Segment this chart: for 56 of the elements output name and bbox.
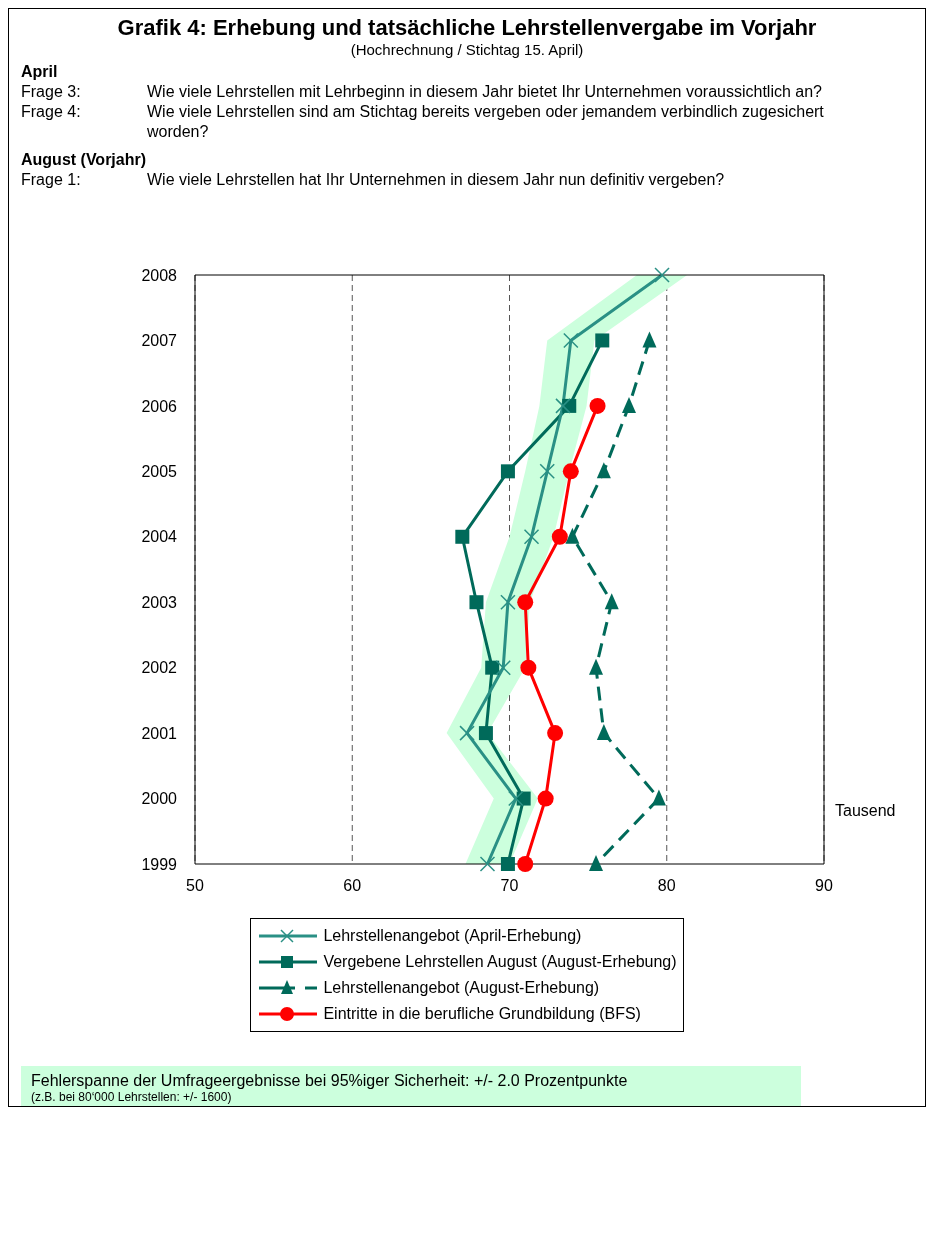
chart-title: Grafik 4: Erhebung und tatsächliche Lehrstellenvergabe im Vorjahr [116, 15, 818, 41]
point [589, 397, 606, 414]
point [604, 593, 619, 610]
y-tick-label: 1999 [141, 855, 178, 873]
point [588, 855, 603, 871]
point [485, 660, 500, 675]
point [520, 659, 537, 676]
point [565, 527, 580, 544]
legend-label: Vergebene Lehrstellen August (August-Erhebung) [323, 953, 677, 971]
x-axis-title: Tausend [835, 802, 896, 820]
text: Fehlerspanne der Umfrageergebnisse bei 95%iger Sicherheit: +/- 2.0 Prozentpunkte [31, 1072, 629, 1090]
y-tick-label: 2001 [141, 724, 178, 742]
x-tick-label: 80 [657, 877, 676, 895]
x-tick-label: 60 [343, 877, 362, 895]
point [537, 790, 554, 807]
y-tick-label: 2005 [141, 463, 178, 481]
point [517, 594, 534, 611]
x-tick-label: 70 [500, 877, 519, 895]
text: April [21, 62, 59, 82]
chart-subtitle: (Hochrechnung / Stichtag 15. April) [349, 41, 585, 58]
point [517, 856, 534, 872]
legend-label: Lehrstellenangebot (August-Erhebung) [323, 979, 600, 997]
text: August (Vorjahr) [21, 150, 148, 170]
text: Wie viele Lehrstellen hat Ihr Unternehmen in diesem Jahr nun definitiv vergeben? [147, 170, 726, 190]
point [651, 789, 666, 806]
point [469, 595, 484, 610]
x-tick-label: 90 [815, 877, 833, 895]
y-tick-label: 2008 [141, 266, 178, 284]
text: Frage 3: [21, 82, 82, 102]
y-tick-label: 2002 [141, 659, 178, 677]
y-tick-label: 2003 [141, 593, 178, 611]
point [595, 333, 610, 348]
y-tick-label: 2004 [141, 528, 178, 546]
y-tick-label: 2007 [141, 332, 178, 350]
y-tick-label: 2006 [141, 397, 178, 415]
y-tick-label: 2000 [141, 790, 178, 808]
text: Wie viele Lehrstellen mit Lehrbeginn in diesem Jahr bietet Ihr Unternehmen voraussichtlich an? [147, 82, 823, 102]
point [596, 724, 611, 741]
x-tick-label: 50 [186, 877, 204, 895]
text: Wie viele Lehrstellen sind am Stichtag bereits vergeben oder jemandem verbindlich zugesichert worden? [147, 102, 825, 142]
point [478, 726, 493, 741]
point [500, 857, 515, 871]
point [500, 464, 515, 479]
point [551, 528, 568, 545]
legend-label: Lehrstellenangebot (April-Erhebung) [323, 927, 582, 945]
point [547, 725, 564, 742]
legend-label: Eintritte in die berufliche Grundbildung (BFS) [323, 1005, 641, 1023]
point [596, 462, 611, 479]
text: Frage 1: [21, 170, 82, 190]
text: (z.B. bei 80‘000 Lehrstellen: +/- 1600) [31, 1090, 233, 1104]
point [455, 529, 470, 544]
point [642, 331, 657, 348]
point [588, 658, 603, 675]
point [562, 463, 579, 480]
text: Frage 4: [21, 102, 82, 122]
point [622, 396, 637, 413]
